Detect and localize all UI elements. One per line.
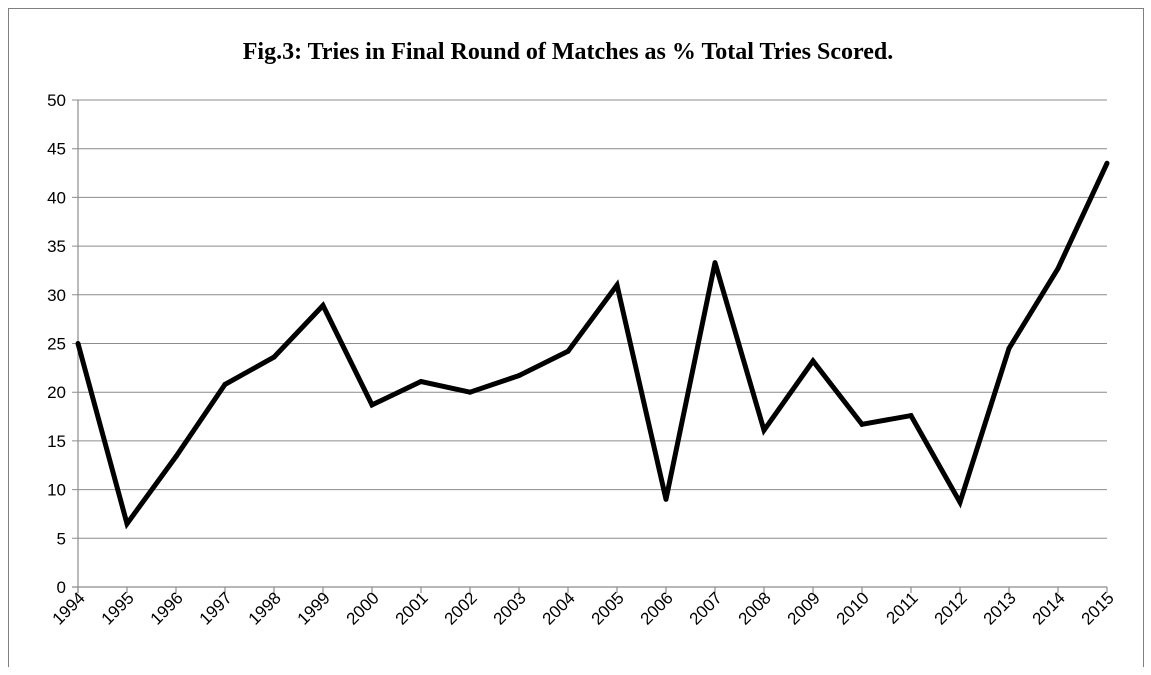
data-point-1999 <box>320 303 326 309</box>
data-point-2006 <box>663 496 669 502</box>
x-tick-label: 1997 <box>196 588 236 628</box>
x-tick-label: 2008 <box>735 588 775 628</box>
x-tick-label: 2013 <box>980 588 1020 628</box>
data-point-2013 <box>1006 345 1012 351</box>
data-point-1994 <box>75 341 81 346</box>
x-tick-label: 2000 <box>343 588 383 628</box>
data-point-2007 <box>712 260 718 266</box>
x-tick-labels: 1994 1995 1996 1997 1998 1999 2000 2001 2002 2003… <box>49 588 1118 628</box>
data-point-1997 <box>222 381 228 387</box>
y-tick-label: 50 <box>47 91 66 110</box>
x-tick-label: 2009 <box>784 588 824 628</box>
data-point-1995 <box>124 521 130 527</box>
x-tick-label: 2002 <box>441 588 481 628</box>
y-tick-label: 0 <box>57 578 66 597</box>
data-point-2010 <box>859 421 865 427</box>
data-point-2014 <box>1055 266 1061 272</box>
x-tick-label: 1998 <box>245 588 285 628</box>
data-point-2000 <box>369 402 375 408</box>
x-tick-label: 2010 <box>833 588 873 628</box>
x-tick-label: 2012 <box>931 588 971 628</box>
data-point-2012 <box>957 499 963 505</box>
data-point-2009 <box>810 358 816 364</box>
series-line-0 <box>75 162 1110 530</box>
series-layer <box>75 160 1110 530</box>
x-tick-label: 2001 <box>392 588 432 628</box>
data-point-2015 <box>1104 160 1110 166</box>
data-point-2003 <box>516 373 522 379</box>
x-tick-label: 2007 <box>686 588 726 628</box>
y-tick-labels: 0 5 10 15 20 25 30 35 40 45 50 <box>47 91 66 597</box>
data-point-1996 <box>173 453 179 459</box>
x-tick-label: 2014 <box>1029 588 1069 628</box>
x-tick-label: 1999 <box>294 588 334 628</box>
data-point-2004 <box>565 348 571 354</box>
x-tick-label: 2004 <box>539 588 579 628</box>
line-chart: Fig.3: Tries in Final Round of Matches a… <box>47 39 1118 629</box>
x-tick-label: 2015 <box>1078 588 1118 628</box>
x-tick-label: 2005 <box>588 588 628 628</box>
axes <box>72 100 1108 593</box>
data-point-2005 <box>614 282 620 288</box>
x-tick-label: 1996 <box>147 588 187 628</box>
y-tick-label: 30 <box>47 286 66 305</box>
data-point-2001 <box>418 378 424 384</box>
data-point-1998 <box>271 354 277 360</box>
y-tick-label: 25 <box>47 335 66 354</box>
x-tick-label: 2006 <box>637 588 677 628</box>
chart-title: Fig.3: Tries in Final Round of Matches a… <box>243 39 893 65</box>
y-tick-label: 20 <box>47 383 66 402</box>
chart-frame: Fig.3: Tries in Final Round of Matches a… <box>8 8 1144 667</box>
y-tick-label: 5 <box>57 529 66 548</box>
x-tick-label: 1995 <box>98 588 138 628</box>
y-tick-label: 45 <box>47 140 66 159</box>
y-tick-label: 10 <box>47 481 66 500</box>
y-tick-label: 40 <box>47 188 66 207</box>
x-tick-label: 2011 <box>883 588 922 627</box>
x-tick-label: 1994 <box>49 588 89 628</box>
y-tick-label: 15 <box>47 432 66 451</box>
y-tick-label: 35 <box>47 237 66 256</box>
gridlines <box>72 99 1107 539</box>
data-point-2011 <box>908 413 914 419</box>
x-tick-label: 2003 <box>490 588 530 628</box>
data-point-2008 <box>761 427 767 433</box>
data-point-2002 <box>467 389 473 395</box>
